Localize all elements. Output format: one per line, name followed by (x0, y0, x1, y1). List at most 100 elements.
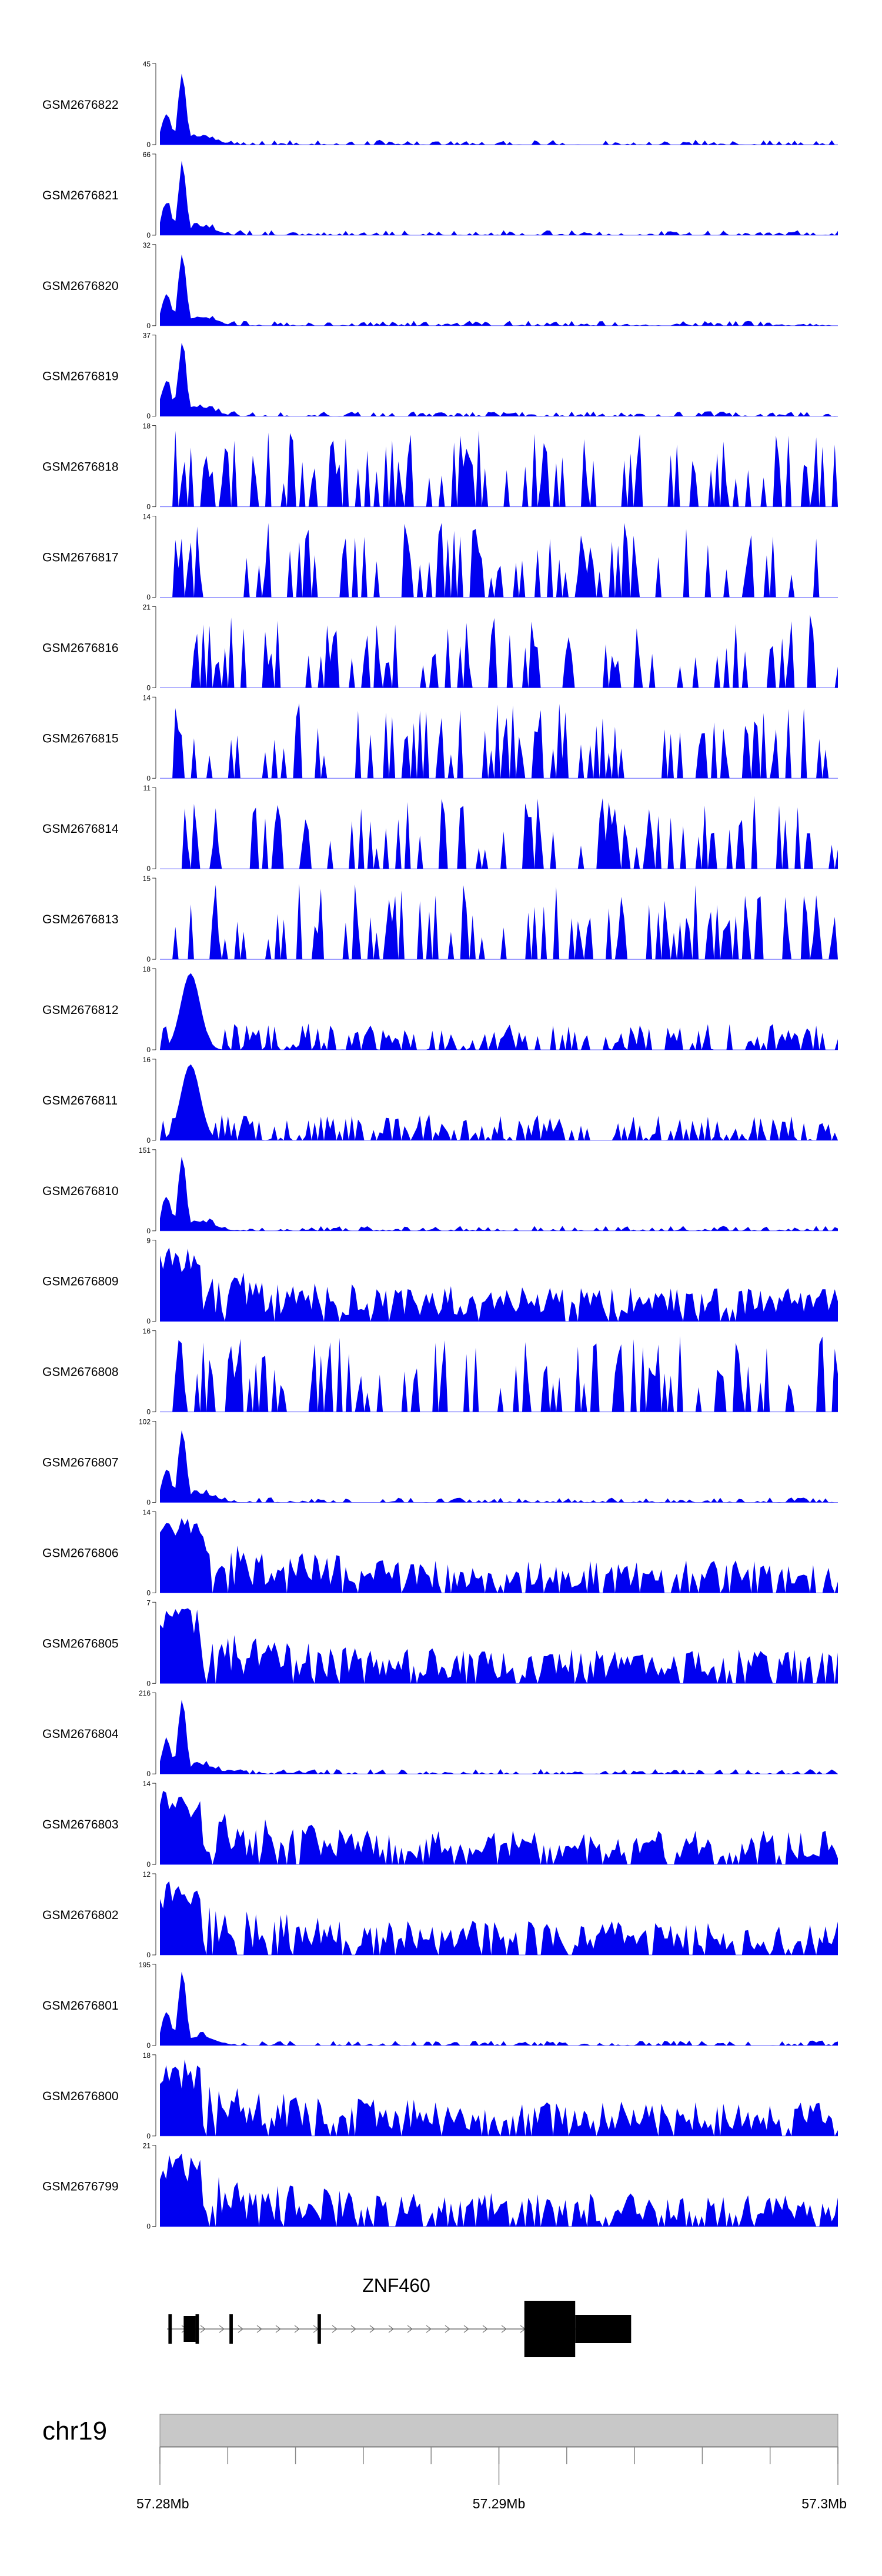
y-tick-label-min: 0 (146, 1136, 151, 1144)
track-label: GSM2676815 (42, 732, 119, 745)
y-tick-label-max: 9 (146, 1237, 151, 1245)
y-tick-label-max: 16 (143, 1327, 151, 1336)
coverage-area (160, 1971, 838, 2046)
coverage-area (160, 2153, 838, 2227)
coverage-area (160, 795, 838, 869)
y-tick-label-max: 151 (139, 1146, 151, 1154)
strand-arrow-icon (388, 2325, 394, 2333)
track-gsm2676813: GSM2676813 15 0 (42, 875, 838, 963)
ideogram-bar (159, 2414, 838, 2448)
coverage-tracks: GSM2676822450GSM2676821660GSM2676820320G… (42, 60, 838, 2231)
track-label: GSM2676819 (42, 370, 119, 383)
coverage-area (160, 2059, 838, 2136)
track-label: GSM2676809 (42, 1275, 119, 1289)
strand-arrow-icon (350, 2325, 356, 2333)
y-tick-label-min: 0 (146, 1951, 151, 1959)
coverage-area (160, 1247, 838, 1322)
coverage-area (160, 1064, 838, 1140)
track-gsm2676816: GSM2676816 21 0 (42, 603, 838, 692)
y-tick-label-max: 18 (143, 422, 151, 431)
y-tick-label-min: 0 (146, 1317, 151, 1326)
y-tick-label-max: 21 (143, 603, 151, 611)
coverage-area (160, 703, 838, 779)
track-gsm2676815: GSM2676815 14 0 (42, 693, 838, 782)
track-label: GSM2676814 (42, 822, 119, 836)
strand-arrow-icon (369, 2325, 375, 2333)
y-tick-label-max: 37 (143, 332, 151, 340)
y-tick-label-max: 11 (143, 784, 151, 792)
gene-label: ZNF460 (362, 2275, 430, 2296)
coverage-area (160, 161, 838, 235)
y-tick-label-max: 15 (143, 875, 151, 883)
y-tick-label-max: 216 (139, 1689, 151, 1697)
y-tick-label-max: 195 (139, 1961, 151, 1969)
coverage-area (160, 615, 838, 688)
y-tick-label-min: 0 (146, 1227, 151, 1235)
track-label: GSM2676805 (42, 1637, 119, 1650)
strand-arrow-icon (426, 2325, 432, 2333)
strand-arrow-icon (219, 2325, 225, 2333)
strand-arrow-icon (463, 2325, 469, 2333)
y-tick-label-min: 0 (146, 1860, 151, 1868)
y-tick-label-min: 0 (146, 683, 151, 692)
track-label: GSM2676821 (42, 189, 119, 202)
track-label: GSM2676807 (42, 1456, 119, 1470)
track-label: GSM2676822 (42, 98, 119, 112)
strand-arrow-icon (445, 2325, 450, 2333)
coverage-area (160, 973, 838, 1050)
track-gsm2676812: GSM2676812 18 0 (42, 965, 838, 1054)
track-gsm2676807: GSM2676807 102 0 (42, 1418, 838, 1507)
coverage-area (160, 1336, 838, 1412)
exon-utr (195, 2314, 199, 2344)
track-gsm2676814: GSM2676814 11 0 (42, 784, 838, 873)
strand-arrow-icon (256, 2325, 262, 2333)
y-tick-label-min: 0 (146, 1589, 151, 1597)
y-tick-label-min: 0 (146, 593, 151, 602)
track-gsm2676817: GSM2676817 14 0 (42, 513, 838, 602)
track-gsm2676818: GSM2676818 18 0 (42, 422, 838, 511)
track-gsm2676804: GSM2676804 216 0 (42, 1689, 838, 1778)
exon-cds (524, 2301, 576, 2357)
y-tick-label-min: 0 (146, 774, 151, 782)
exon-cds (183, 2316, 196, 2342)
exon-utr (318, 2314, 321, 2344)
coverage-area (160, 883, 838, 960)
coverage-area (160, 1157, 838, 1231)
track-label: GSM2676803 (42, 1818, 119, 1831)
y-tick-label-max: 21 (143, 2142, 151, 2150)
y-tick-label-min: 0 (146, 1679, 151, 1687)
y-tick-label-max: 14 (143, 513, 151, 521)
track-gsm2676811: GSM2676811 16 0 (42, 1056, 838, 1144)
y-tick-label-min: 0 (146, 865, 151, 873)
track-gsm2676819: GSM2676819 37 0 (42, 332, 838, 421)
track-label: GSM2676808 (42, 1366, 119, 1379)
strand-arrow-icon (501, 2325, 507, 2333)
track-label: GSM2676812 (42, 1003, 119, 1017)
track-label: GSM2676802 (42, 1908, 119, 1922)
strand-arrow-icon (482, 2325, 488, 2333)
track-label: GSM2676818 (42, 461, 119, 474)
track-label: GSM2676801 (42, 1999, 119, 2013)
y-tick-label-min: 0 (146, 141, 151, 149)
axis-tick-label: 57.28Mb (136, 2496, 189, 2511)
strand-arrow-icon (294, 2325, 300, 2333)
strand-arrow-icon (275, 2325, 281, 2333)
y-tick-label-min: 0 (146, 2041, 151, 2050)
y-tick-label-max: 12 (143, 1870, 151, 1878)
track-label: GSM2676820 (42, 279, 119, 293)
track-gsm2676809: GSM2676809 9 0 (42, 1237, 838, 1326)
y-tick-label-max: 14 (143, 693, 151, 702)
coverage-area (160, 523, 838, 598)
track-label: GSM2676810 (42, 1184, 119, 1198)
coverage-area (160, 1791, 838, 1865)
track-label: GSM2676817 (42, 551, 119, 565)
strand-arrow-icon (407, 2325, 413, 2333)
strand-arrow-icon (332, 2325, 338, 2333)
track-gsm2676799: GSM2676799 21 0 (42, 2142, 838, 2231)
y-tick-label-max: 16 (143, 1056, 151, 1064)
coverage-area (160, 430, 838, 507)
y-tick-label-max: 18 (143, 965, 151, 973)
y-tick-label-min: 0 (146, 2223, 151, 2231)
gene-track: ZNF460 (167, 2275, 632, 2357)
y-tick-label-min: 0 (146, 231, 151, 239)
